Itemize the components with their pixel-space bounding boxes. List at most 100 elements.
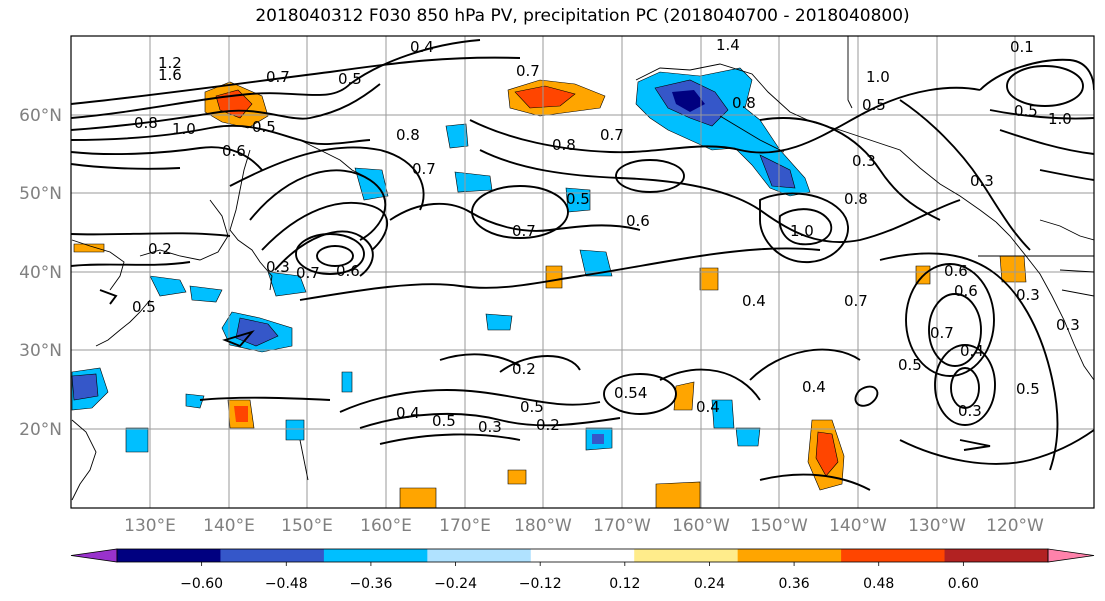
precip-negative-k-core	[592, 434, 604, 444]
lon-label: 130°W	[908, 516, 966, 536]
contour-label: 0.7	[512, 222, 536, 240]
colorbar-extend-high	[1047, 548, 1095, 563]
colorbar-tick-label: 0.48	[863, 576, 894, 592]
contour-label: 0.2	[148, 240, 172, 258]
precip-positive-j	[73, 243, 105, 253]
precip-negative-o	[185, 393, 205, 409]
contour-label: 0.2	[536, 416, 560, 434]
contour-label: 0.5	[898, 356, 922, 374]
colorbar-segment	[323, 549, 428, 562]
contour-label: 0.7	[600, 126, 624, 144]
contour-label: 1.0	[866, 68, 890, 86]
contour-label: 0.4	[696, 398, 720, 416]
contour-label: 0.6	[222, 142, 246, 160]
contour-label: 0.3	[970, 172, 994, 190]
precip-negative-b	[189, 285, 223, 303]
precip-negative-a	[149, 275, 187, 297]
colorbar-tick-label: −0.24	[434, 576, 477, 592]
precip-positive-d	[399, 487, 437, 508]
contour-label: 0.5	[338, 70, 362, 88]
colorbar-segment	[841, 549, 946, 562]
colorbar-tick-label: 0.60	[948, 576, 979, 592]
contour-label: 1.0	[1048, 110, 1072, 128]
map-title: 2018040312 F030 850 hPa PV, precipitatio…	[255, 6, 910, 26]
colorbar-extend-low	[70, 548, 118, 563]
lat-label: 30°N	[19, 341, 62, 361]
contour-label: 0.54	[614, 384, 647, 402]
lon-label: 170°E	[439, 516, 491, 536]
colorbar-segment	[944, 549, 1049, 562]
contour-label: 0.4	[960, 342, 984, 360]
contour-label: 1.0	[790, 222, 814, 240]
latitude-labels: 20°N 30°N 40°N 50°N 60°N	[19, 106, 62, 440]
contour-label: 0.3	[266, 258, 290, 276]
precip-negative-h	[445, 123, 469, 149]
precip-positive-b	[673, 381, 695, 411]
contour-labels: 1.2 1.6 0.8 1.0 0.6 0.5 0.7 0.4 0.5 1.4 …	[132, 36, 1080, 436]
colorbar-tick-label: −0.36	[349, 576, 392, 592]
contour-label: 1.0	[172, 120, 196, 138]
precip-positive-hawaii-core	[815, 431, 839, 477]
colorbar-tick-label: 0.12	[609, 576, 640, 592]
colorbar-tick-label: −0.12	[519, 576, 562, 592]
gridlines	[71, 36, 1094, 508]
map-frame	[70, 35, 1095, 509]
lat-label: 60°N	[19, 106, 62, 126]
contour-label: 0.5	[862, 96, 886, 114]
contour-label: 0.6	[626, 212, 650, 230]
precip-negative-alaska-south	[759, 154, 796, 189]
lon-label: 160°W	[672, 516, 730, 536]
contour-label: 0.8	[552, 136, 576, 154]
lat-label: 40°N	[19, 263, 62, 283]
colorbar-tick-label: 0.36	[779, 576, 810, 592]
contour-label: 0.5	[432, 412, 456, 430]
lon-label: 140°E	[203, 516, 255, 536]
lon-label: 170°W	[593, 516, 651, 536]
longitude-labels: 130°E 140°E 150°E 160°E 170°E 180°W 170°…	[124, 516, 1044, 536]
lon-label: 120°W	[986, 516, 1044, 536]
contour-label: 0.7	[516, 62, 540, 80]
precip-positive-north-pacific-core	[514, 85, 576, 109]
colorbar-outline	[116, 548, 1049, 563]
colorbar-tick-label: −0.60	[180, 576, 223, 592]
colorbar-segment	[220, 549, 325, 562]
contour-label: 0.8	[134, 114, 158, 132]
precip-negative-l	[711, 399, 735, 429]
contour-label: 0.5	[132, 298, 156, 316]
contour-label: 0.4	[802, 378, 826, 396]
colorbar-segment	[117, 549, 221, 562]
colorbar-ticks: −0.60 −0.48 −0.36 −0.24 −0.12 0.12 0.24 0.36 0.4…	[180, 562, 979, 592]
contour-label: 0.7	[844, 292, 868, 310]
lat-label: 20°N	[19, 420, 62, 440]
precip-negative-west-core	[71, 373, 99, 401]
contour-label: 0.7	[266, 68, 290, 86]
coastlines	[71, 36, 1094, 501]
pv-contours	[71, 39, 1094, 491]
contour-label: 0.4	[742, 292, 766, 310]
lon-label: 140°W	[829, 516, 887, 536]
contour-label: 0.4	[396, 404, 420, 422]
contour-label: 0.4	[410, 38, 434, 56]
lat-label: 50°N	[19, 184, 62, 204]
colorbar-segment	[737, 549, 842, 562]
contour-label: 0.5	[1016, 380, 1040, 398]
contour-label: 0.2	[512, 360, 536, 378]
colorbar-blocks	[70, 548, 1095, 563]
precip-shading	[71, 67, 1027, 508]
precip-negative-i	[485, 313, 513, 331]
precip-positive-f	[699, 267, 719, 291]
precip-negative-j	[125, 427, 149, 453]
contour-label: 0.5	[1014, 102, 1038, 120]
precip-negative-c	[267, 271, 307, 297]
lon-label: 150°E	[281, 516, 333, 536]
colorbar-segment	[634, 549, 739, 562]
contour-label: 0.7	[930, 324, 954, 342]
precip-negative-p	[341, 371, 353, 393]
contour-label: 0.5	[252, 118, 276, 136]
precip-negative-m	[735, 427, 761, 447]
lon-label: 130°E	[124, 516, 176, 536]
contour-label: 0.3	[852, 152, 876, 170]
contour-label: 0.8	[732, 94, 756, 112]
